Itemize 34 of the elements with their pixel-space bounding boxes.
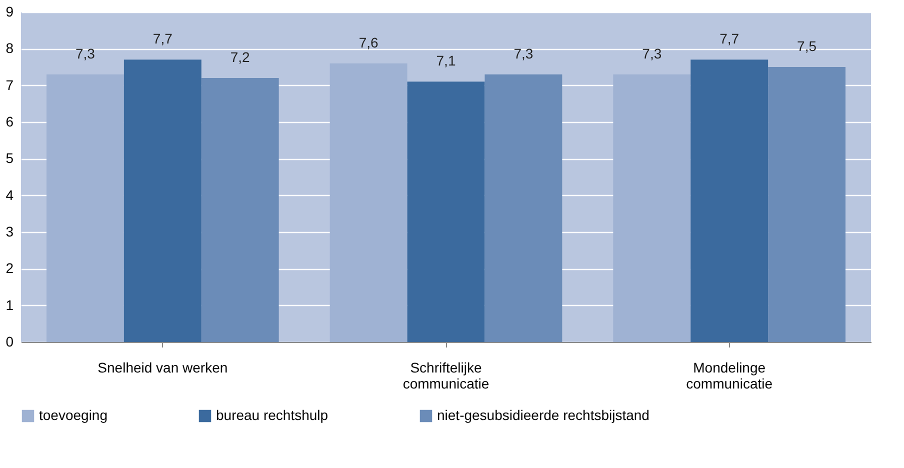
- y-tick-label: 0: [6, 334, 14, 350]
- data-label: 7,5: [797, 38, 817, 54]
- data-label: 7,2: [230, 49, 250, 65]
- y-tick-label: 3: [6, 224, 14, 240]
- bar: [201, 78, 279, 342]
- bar: [484, 74, 562, 342]
- bar: [407, 82, 485, 342]
- bar: [330, 63, 408, 342]
- x-tick-label: Mondelinge communicatie: [686, 360, 773, 392]
- y-tick-label: 1: [6, 296, 14, 313]
- y-tick-label: 9: [6, 4, 14, 20]
- bar: [46, 74, 124, 342]
- data-label: 7,3: [75, 45, 96, 62]
- legend-label: bureau rechtshulp: [216, 407, 328, 423]
- y-tick-label: 7: [6, 76, 14, 93]
- y-tick-label: 5: [6, 150, 14, 166]
- data-label: 7,1: [436, 52, 456, 69]
- bar: [124, 60, 202, 342]
- y-tick-label: 8: [6, 40, 14, 56]
- x-tick-label: Schriftelijke communicatie: [402, 360, 490, 392]
- data-label: 7,6: [358, 34, 378, 50]
- data-label: 7,7: [152, 30, 173, 47]
- bar: [613, 74, 691, 342]
- x-tick-label: Snelheid van werken: [98, 360, 228, 376]
- legend-label: niet-gesubsidieerde rechtsbijstand: [437, 407, 650, 423]
- bar: [690, 60, 768, 342]
- data-label: 7,7: [720, 30, 740, 47]
- data-label: 7,3: [514, 45, 534, 62]
- bar: [768, 67, 846, 342]
- y-tick-label: 6: [6, 114, 14, 130]
- y-tick-label: 4: [6, 186, 14, 203]
- data-label: 7,3: [642, 45, 662, 62]
- y-tick-label: 2: [6, 260, 14, 276]
- legend-label: toevoeging: [39, 407, 108, 423]
